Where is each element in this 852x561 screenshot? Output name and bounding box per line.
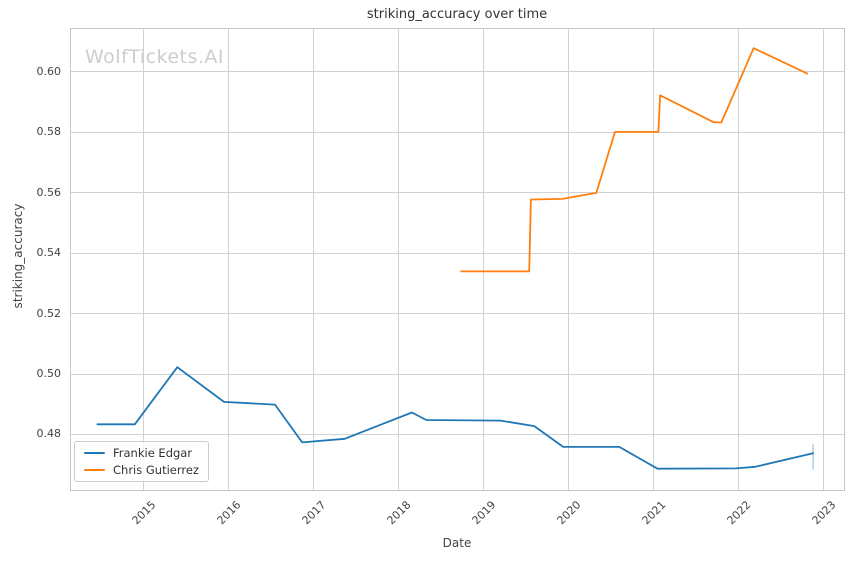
y-tick-label: 0.54 [36,246,62,260]
legend-item: Chris Gutierrez [84,463,199,477]
y-tick-label: 0.60 [36,64,62,78]
watermark: WolfTickets.AI [85,46,225,68]
y-tick-label: 0.48 [36,427,62,441]
x-axis-label: Date [442,536,472,550]
y-tick-label: 0.58 [36,125,62,139]
y-tick-label: 0.52 [36,306,62,320]
plot-border [70,28,845,491]
y-tick-label: 0.50 [36,367,62,380]
y-tick-label: 0.56 [36,185,62,199]
legend-line-swatch [84,469,105,471]
legend-label: Frankie Edgar [113,446,193,460]
chart-title: striking_accuracy over time [366,7,548,22]
legend: Frankie Edgar Chris Gutierrez [74,441,209,482]
legend-item: Frankie Edgar [84,446,199,460]
series-line-chris-gutierrez [460,47,809,273]
series-line-frankie-edgar [96,366,814,470]
legend-line-swatch [84,452,105,454]
legend-label: Chris Gutierrez [113,463,199,477]
